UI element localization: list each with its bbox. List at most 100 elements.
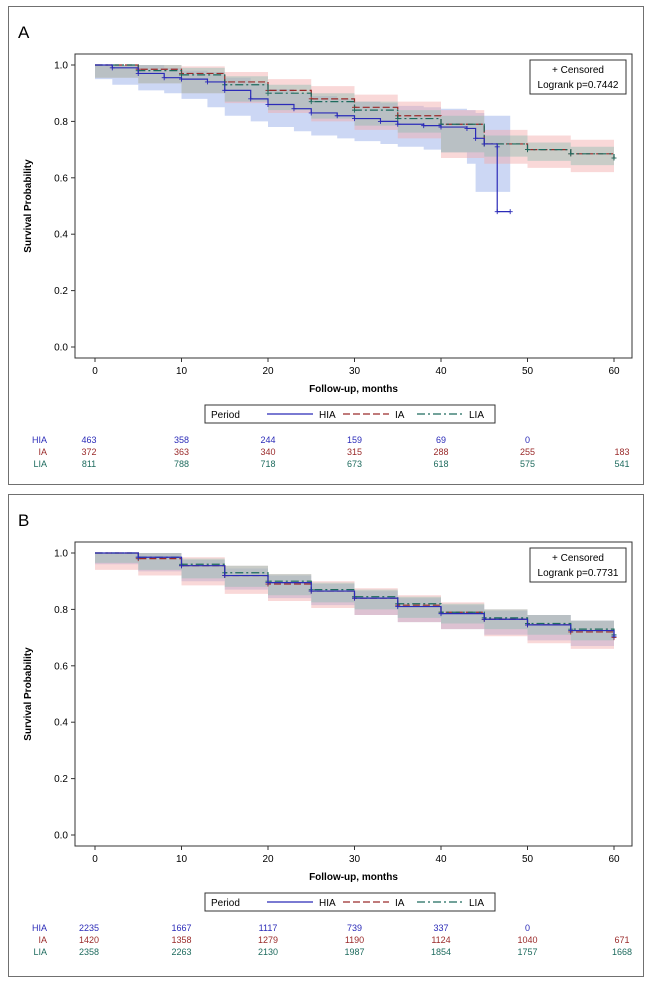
- censor-mark-hia: [438, 124, 444, 130]
- risk-count-hia: 1667: [171, 923, 191, 933]
- censor-mark-hia: [135, 70, 141, 76]
- y-tick-label: 0.6: [54, 173, 68, 184]
- y-tick-label: 0.8: [54, 605, 68, 616]
- censor-mark-hia: [494, 209, 500, 215]
- censor-mark-hia: [179, 76, 184, 82]
- x-tick-label: 50: [522, 366, 534, 377]
- period-legend-title: Period: [211, 898, 240, 909]
- x-tick-label: 20: [262, 854, 274, 865]
- risk-count-hia: 358: [174, 435, 189, 445]
- censor-mark-hia: [421, 123, 427, 129]
- risk-count-lia: 1668: [612, 947, 632, 957]
- risk-count-hia: 244: [260, 435, 275, 445]
- legend-entry-ia: IA: [395, 410, 405, 421]
- censor-mark-hia: [395, 604, 401, 610]
- censor-mark-hia: [395, 121, 401, 127]
- censor-mark-hia: [179, 563, 184, 569]
- x-tick-label: 10: [176, 854, 188, 865]
- risk-count-lia: 2358: [79, 947, 99, 957]
- panel-b: B 0.0 0.2 0.4 0.6 0.8 1.0 0 10 20 30 40 50 60 Follow-u…: [8, 494, 644, 977]
- x-tick-label: 60: [608, 366, 620, 377]
- risk-count-ia: 372: [81, 447, 96, 457]
- risk-count-lia: 541: [614, 459, 629, 469]
- censor-mark-hia: [308, 588, 314, 594]
- censor-mark-hia: [464, 125, 470, 131]
- x-tick-label: 40: [435, 854, 447, 865]
- censored-legend: + Censored: [552, 553, 604, 564]
- risk-count-ia: 288: [433, 447, 448, 457]
- censor-mark-hia: [291, 106, 297, 112]
- risk-count-lia: 788: [174, 459, 189, 469]
- x-tick-label: 60: [608, 854, 620, 865]
- risk-count-ia: 1358: [171, 935, 191, 945]
- risk-count-lia: 1757: [517, 947, 537, 957]
- legend-entry-lia: LIA: [469, 898, 484, 909]
- legend-entry-lia: LIA: [469, 410, 484, 421]
- censor-mark-hia: [377, 118, 383, 124]
- x-tick-label: 0: [92, 854, 98, 865]
- y-tick-label: 0.8: [54, 117, 68, 128]
- risk-count-lia: 618: [433, 459, 448, 469]
- censor-mark-hia: [568, 628, 574, 634]
- logrank-legend: Logrank p=0.7731: [538, 568, 619, 579]
- risk-count-lia: 718: [260, 459, 275, 469]
- censor-mark-hia: [265, 580, 271, 586]
- censor-mark-lia: [308, 99, 314, 105]
- risk-row-label-ia: IA: [38, 447, 47, 457]
- censor-mark-hia: [611, 633, 617, 639]
- risk-count-lia: 1987: [344, 947, 364, 957]
- risk-count-lia: 1854: [431, 947, 451, 957]
- censor-mark-lia: [525, 147, 530, 153]
- censor-mark-hia: [308, 110, 314, 116]
- x-tick-label: 50: [522, 854, 534, 865]
- legend-box: [529, 59, 627, 95]
- legend-box: [529, 547, 627, 583]
- panel-label-b: B: [18, 511, 29, 530]
- risk-count-hia: 463: [81, 435, 96, 445]
- censor-mark-hia: [222, 87, 228, 93]
- risk-count-hia: 0: [525, 435, 530, 445]
- risk-count-ia: 1279: [258, 935, 278, 945]
- censor-mark-lia: [179, 72, 184, 78]
- y-tick-label: 1.0: [54, 549, 68, 560]
- legend-entry-hia: HIA: [319, 898, 336, 909]
- censor-mark-hia: [135, 554, 141, 560]
- y-tick-label: 0.4: [54, 718, 68, 729]
- y-axis-label: Survival Probability: [23, 647, 34, 741]
- censor-mark-hia: [352, 595, 357, 601]
- y-tick-label: 0.2: [54, 774, 68, 785]
- panel-a: A 0.0 0.2 0.4 0.6 0.8 1.0 0 10 20 30 40 50 60 Follow-u…: [8, 6, 644, 485]
- risk-count-lia: 673: [347, 459, 362, 469]
- censor-mark-hia: [352, 116, 357, 122]
- x-tick-label: 20: [262, 366, 274, 377]
- legend-entry-ia: IA: [395, 898, 405, 909]
- y-tick-label: 0.0: [54, 831, 68, 842]
- x-tick-label: 30: [349, 854, 361, 865]
- censor-mark-hia: [161, 75, 167, 81]
- censor-mark-lia: [352, 107, 357, 113]
- risk-count-hia: 337: [433, 923, 448, 933]
- risk-count-ia: 340: [260, 447, 275, 457]
- risk-count-hia: 159: [347, 435, 362, 445]
- censor-mark-hia: [481, 141, 487, 147]
- censor-mark-hia: [438, 611, 444, 617]
- risk-count-lia: 2130: [258, 947, 278, 957]
- risk-count-ia: 1040: [517, 935, 537, 945]
- x-axis-label: Follow-up, months: [309, 384, 398, 395]
- risk-row-label-ia: IA: [38, 935, 47, 945]
- risk-count-hia: 69: [436, 435, 446, 445]
- panel-label-a: A: [18, 23, 30, 42]
- censor-mark-hia: [473, 135, 479, 141]
- risk-count-ia: 671: [614, 935, 629, 945]
- risk-row-label-hia: HIA: [32, 923, 47, 933]
- risk-count-ia: 1420: [79, 935, 99, 945]
- censor-mark-lia: [611, 155, 617, 161]
- chart-a: A 0.0 0.2 0.4 0.6 0.8 1.0 0 10 20 30 40 50 60 Follow-u…: [18, 23, 633, 469]
- risk-count-ia: 1124: [431, 935, 450, 945]
- censor-mark-hia: [222, 573, 228, 579]
- censor-mark-hia: [265, 101, 271, 107]
- censored-legend: + Censored: [552, 65, 604, 76]
- risk-count-hia: 0: [525, 923, 530, 933]
- censor-mark-hia: [109, 65, 115, 71]
- censor-mark-hia: [494, 144, 500, 150]
